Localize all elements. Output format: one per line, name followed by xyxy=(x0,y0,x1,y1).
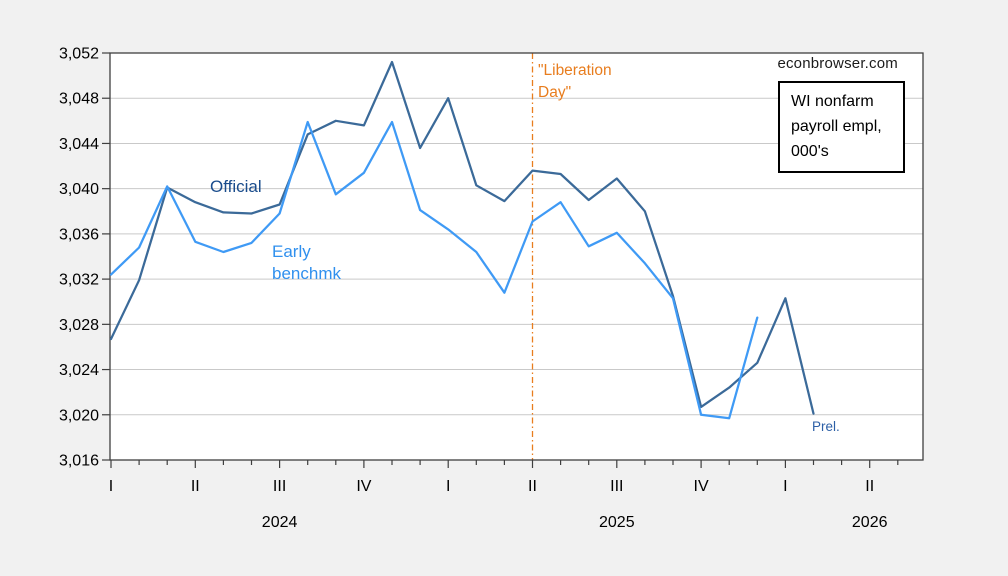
y-tick-label: 3,048 xyxy=(59,91,99,108)
y-tick-label: 3,028 xyxy=(59,317,99,334)
x-quarter-label: II xyxy=(865,478,874,495)
y-tick-label: 3,020 xyxy=(59,407,99,424)
x-quarter-label: I xyxy=(446,478,450,495)
y-tick-label: 3,040 xyxy=(59,181,99,198)
y-tick-label: 3,024 xyxy=(59,362,99,379)
watermark-text: econbrowser.com xyxy=(777,55,898,72)
x-year-label: 2025 xyxy=(599,514,635,531)
x-quarter-label: II xyxy=(528,478,537,495)
early-benchmark-series-label: Early benchmk xyxy=(272,242,341,283)
y-tick-label: 3,036 xyxy=(59,226,99,243)
y-tick-label: 3,016 xyxy=(59,453,99,470)
early-benchmark-line xyxy=(109,120,759,420)
y-tick-label: 3,032 xyxy=(59,272,99,289)
preliminary-data-label: Prel. xyxy=(812,419,840,434)
x-quarter-label: III xyxy=(610,478,623,495)
official-series-label: Official xyxy=(210,177,262,196)
x-quarter-label: I xyxy=(109,478,113,495)
legend-box: WI nonfarm payroll empl, 000's xyxy=(778,81,905,173)
plot-frame xyxy=(109,52,924,461)
x-quarter-label: IV xyxy=(694,478,709,495)
legend-line-3: 000's xyxy=(791,143,829,160)
x-quarter-label: IV xyxy=(356,478,371,495)
y-tick-labels: 3,016 3,020 3,024 3,028 3,032 3,036 3,040 3,044… xyxy=(59,46,110,470)
legend-line-1: WI nonfarm xyxy=(791,93,874,110)
y-tick-label: 3,052 xyxy=(59,46,99,63)
x-quarter-label: I xyxy=(783,478,787,495)
liberation-day-label: "Liberation Day" xyxy=(538,62,612,101)
x-year-label: 2024 xyxy=(262,514,298,531)
official-line xyxy=(109,60,815,415)
x-quarter-label: II xyxy=(191,478,200,495)
x-quarter-label: III xyxy=(273,478,286,495)
y-tick-label: 3,044 xyxy=(59,136,99,153)
legend-line-2: payroll empl, xyxy=(791,118,882,135)
x-year-label: 2026 xyxy=(852,514,888,531)
